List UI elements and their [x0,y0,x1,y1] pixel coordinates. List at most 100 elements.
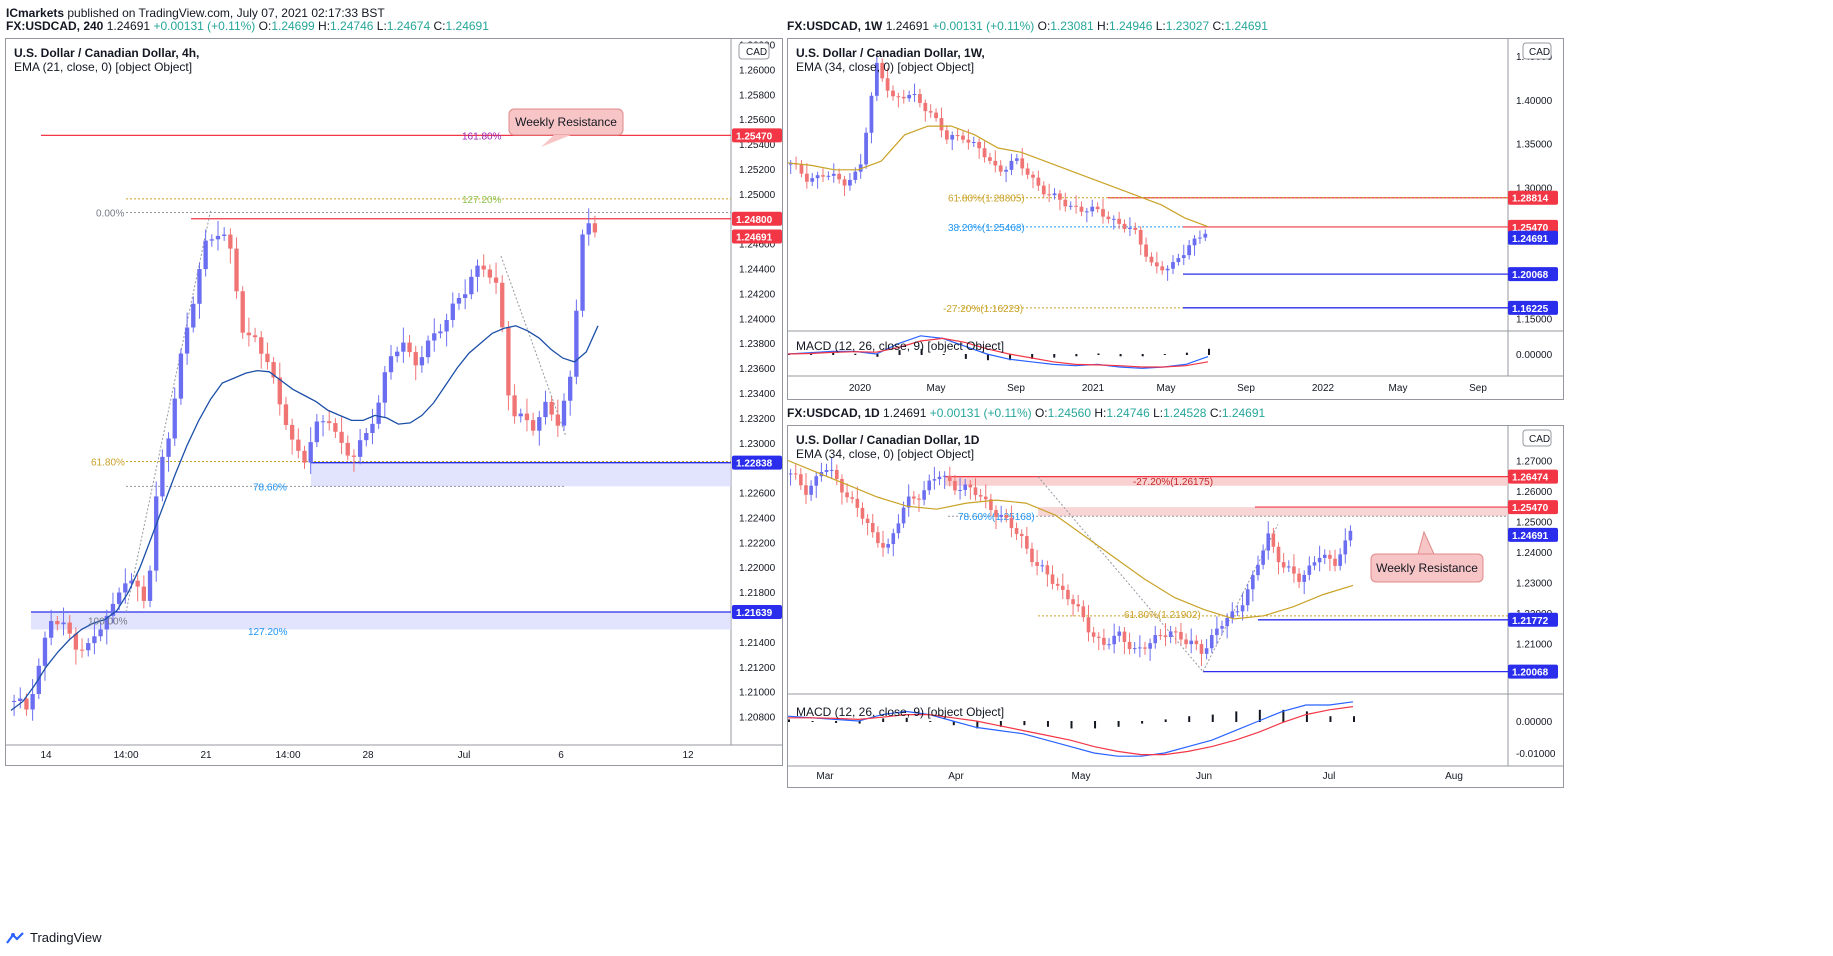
candle-4h [166,438,171,457]
candle-1d [1055,583,1060,586]
macd-histogram-bar [788,719,790,722]
candle-1d [1096,636,1101,638]
candle-1w [1052,193,1057,196]
candle-4h [376,402,381,424]
chart-svg-4h: Weekly Resistance 161.80% 127.20% 0.00% 61.8… [6,39,782,761]
candle-4h [339,431,344,443]
x-tick-label: Jul [458,750,471,761]
candle-4h [351,455,357,457]
publisher-name: ICmarkets [6,6,65,20]
candle-4h [154,496,159,571]
candle-4h [512,395,517,417]
candle-4h [67,622,72,634]
candle-1d [1204,648,1209,654]
y-tick-label: 1.35000 [1516,140,1553,151]
candle-1d [1040,565,1045,567]
candle-4h [259,337,264,354]
candle-1w [1020,158,1025,169]
candle-1w [1176,258,1181,263]
candle-1d [1271,533,1276,547]
candle-1d [809,485,813,495]
currency-box [1522,429,1552,447]
candle-4h [209,239,214,241]
x-tick-label: May [1072,771,1091,782]
price-label-bg [1508,527,1558,542]
candle-4h [469,276,474,295]
candle-1d [1317,557,1322,563]
candle-4h [302,450,307,463]
price-label-bg [1508,300,1558,315]
macd-histogram-bar [1094,721,1097,729]
candle-1d [804,485,808,495]
open-4h: 1.24699 [271,19,315,33]
candle-1d [953,480,957,491]
candle-1d [1220,626,1224,629]
price-label: 1.24800 [736,215,773,226]
macd-histogram-bar [1141,721,1144,724]
chart-panel-4h[interactable]: Weekly Resistance 161.80% 127.20% 0.00% 61.8… [5,38,783,766]
candle-1d [1199,644,1204,654]
weekly-resistance-text: Weekly Resistance [1376,561,1478,575]
y-tick-label: 1.23800 [739,339,776,350]
tradingview-brand[interactable]: TradingView [6,930,102,945]
candle-4h [141,586,147,601]
currency-box [738,42,770,60]
price-label: 1.21639 [736,608,773,619]
macd-histogram-bar [1305,711,1308,722]
candle-1d [845,492,849,498]
macd-histogram-bar [1329,716,1332,722]
fib-neg272-label: -27.20%(1.16223) [943,304,1023,315]
candle-1d [983,496,988,500]
chart-panel-1d[interactable]: -27.20%(1.26175)78.60%(1.25168)61.80%(1.… [787,425,1564,788]
candle-1d [1071,599,1075,605]
candle-1w [950,135,955,140]
candle-4h [537,417,542,431]
macd-histogram-bar [1031,354,1034,359]
candle-4h [123,583,128,593]
y-tick-label: 1.24400 [739,265,776,276]
trend-line [1202,524,1279,672]
candle-1w [1025,168,1030,175]
price-label: 1.24691 [1512,234,1549,245]
candle-4h [24,698,29,710]
candle-1d [1019,533,1024,537]
macd-histogram-bar [1075,354,1078,357]
candle-1d [1107,644,1111,646]
candle-1d [1312,562,1317,566]
macd-histogram-bar [905,717,908,722]
x-tick-label: 14:00 [275,750,300,761]
price-label-bg [1508,612,1558,627]
candle-1w [988,157,992,161]
macd-histogram-bar [952,721,955,726]
candle-1d [1292,566,1296,574]
candle-1w [1036,177,1041,186]
candle-1d [968,484,973,488]
close-4h: 1.24691 [445,19,489,33]
candle-4h [586,223,591,235]
macd-histogram-bar [929,721,932,722]
chart-svg-1w: 61.80%(1.28805) 38.20%(1.25468) -27.20%(1.… [787,39,1563,394]
candle-4h [129,580,134,584]
macd-histogram-bar [1258,709,1261,722]
candle-1w [998,165,1003,172]
candle-1w [1041,185,1046,195]
candle-1w [1149,256,1154,263]
chart-panel-1w[interactable]: 61.80%(1.28805) 38.20%(1.25468) -27.20%(1.… [787,38,1564,400]
candle-4h [277,377,282,405]
candle-4h [487,269,493,278]
symbol-4h: FX:USDCAD, 240 [6,19,104,33]
candle-4h [197,269,202,304]
macd-histogram-bar [835,721,838,723]
candle-1d [906,496,911,508]
last-4h: 1.24691 [106,19,151,33]
y-tick-label: 1.21800 [739,588,776,599]
y-tick-label: 1.30000 [1516,183,1553,194]
y-tick-label: 1.23000 [1516,578,1553,589]
candle-4h [370,423,375,434]
candle-1w [1068,205,1073,207]
candle-1d [1081,606,1086,618]
candle-1d [1050,574,1055,584]
candle-1w [928,111,933,113]
macd-histogram-bar [1053,354,1056,358]
candle-4h [147,570,153,601]
